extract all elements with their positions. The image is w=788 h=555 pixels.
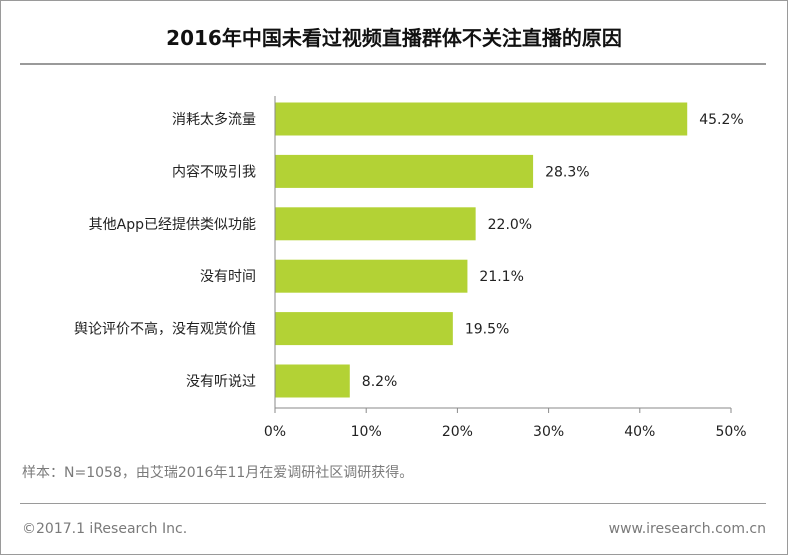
category-label: 没有听说过 [186,374,256,390]
category-label: 没有时间 [200,269,256,285]
x-tick-label: 50% [715,424,746,440]
bar [275,207,476,241]
bar [275,312,453,346]
category-label: 消耗太多流量 [172,111,256,128]
category-label: 内容不吸引我 [172,163,256,180]
x-tick-label: 0% [264,424,286,440]
copyright-text: ©2017.1 iResearch Inc. [22,521,188,537]
data-label: 21.1% [479,269,523,285]
website-link[interactable]: www.iresearch.com.cn [608,521,766,537]
footer-divider [20,503,766,504]
x-tick-label: 30% [533,424,564,440]
data-label: 45.2% [699,112,743,128]
bar [275,154,534,188]
category-label: 其他App已经提供类似功能 [89,217,256,233]
source-note: 样本：N=1058，由艾瑞2016年11月在爱调研社区调研获得。 [22,465,414,481]
title-divider [20,63,766,65]
data-label: 8.2% [362,374,398,390]
chart-title: 2016年中国未看过视频直播群体不关注直播的原因 [166,26,622,50]
bar [275,102,688,136]
data-label: 28.3% [545,164,589,180]
x-tick-label: 20% [442,424,473,440]
bar [275,364,350,398]
data-label: 22.0% [488,217,532,233]
data-label: 19.5% [465,322,509,338]
bar-chart: 消耗太多流量 45.2% 内容不吸引我 28.3% 其他App已经提供类似功能 22.0%… [74,96,747,440]
x-tick-label: 40% [624,424,655,440]
x-tick-label: 10% [351,424,382,440]
category-label: 舆论评价不高，没有观赏价值 [74,321,256,338]
bar [275,259,468,293]
